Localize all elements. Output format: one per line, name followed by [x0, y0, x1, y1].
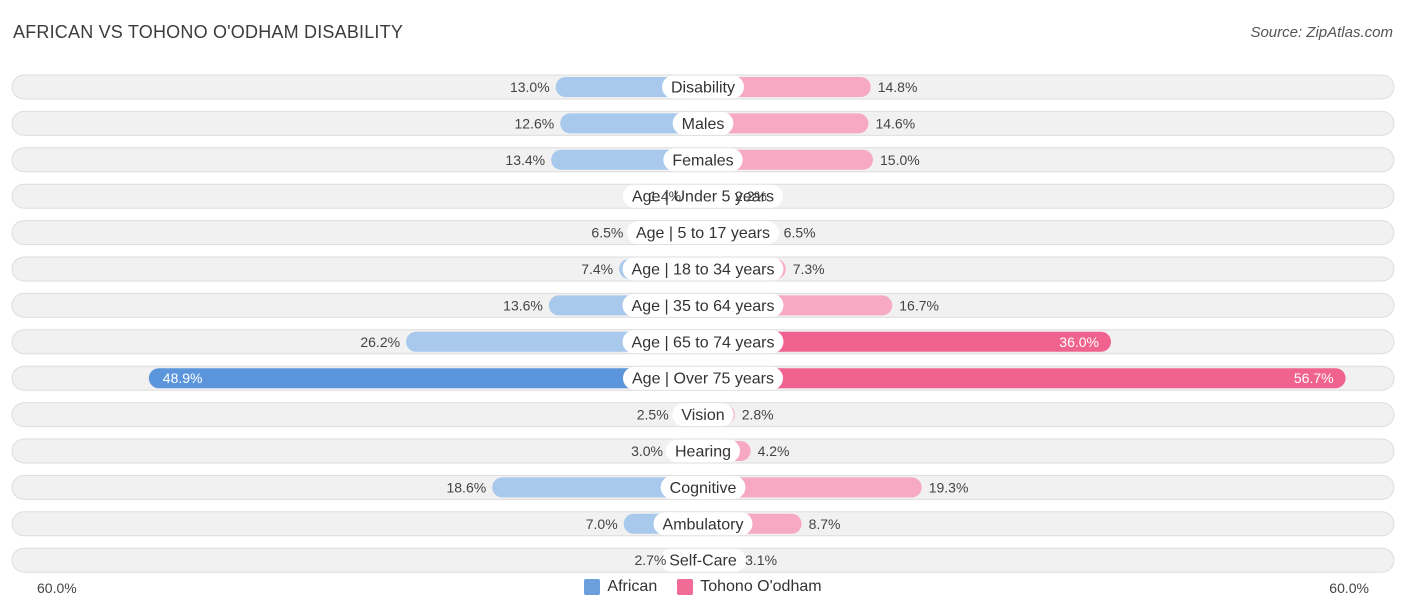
category-label-pill — [622, 330, 784, 354]
category-label: Age | 35 to 64 years — [632, 298, 775, 315]
value-label-tohono: 4.2% — [758, 443, 790, 459]
value-label-tohono: 14.8% — [878, 79, 918, 95]
value-label-tohono: 16.7% — [899, 297, 939, 313]
chart-title: AFRICAN VS TOHONO O'ODHAM DISABILITY — [13, 22, 404, 42]
bar-african — [560, 113, 703, 134]
legend-swatch-african — [584, 579, 601, 595]
value-label-tohono: 6.5% — [784, 225, 816, 241]
category-label: Ambulatory — [663, 516, 744, 533]
category-label-pill — [626, 221, 780, 245]
category-label: Age | Under 5 years — [632, 189, 774, 206]
category-label-pill — [672, 111, 734, 135]
legend-item-tohono: Tohono O'odham — [677, 578, 822, 596]
value-label-african: 7.4% — [581, 261, 613, 277]
bar-tohono — [703, 477, 922, 498]
legend: African Tohono O'odham — [0, 578, 1406, 596]
bar-tohono — [703, 368, 1346, 389]
value-label-african: 13.4% — [505, 152, 545, 168]
category-label-pill — [665, 439, 741, 463]
category-label: Cognitive — [670, 480, 737, 497]
value-label-tohono: 14.6% — [875, 115, 915, 131]
value-label-african: 1.4% — [649, 188, 681, 204]
value-label-tohono: 19.3% — [929, 479, 969, 495]
value-label-african: 7.0% — [586, 516, 618, 532]
category-label-pill — [623, 366, 783, 390]
value-label-tohono: 36.0% — [1059, 334, 1099, 350]
value-label-african: 2.5% — [637, 407, 669, 423]
value-label-tohono: 8.7% — [809, 516, 841, 532]
value-label-african: 13.0% — [510, 79, 550, 95]
bar-tohono — [703, 331, 1111, 352]
category-label-pill — [660, 548, 746, 572]
bar-tohono — [703, 77, 871, 97]
category-label: Females — [672, 152, 733, 169]
bar-african — [148, 368, 704, 389]
category-label: Age | 65 to 74 years — [632, 334, 775, 351]
legend-swatch-tohono — [677, 579, 694, 595]
value-label-african: 6.5% — [591, 225, 623, 241]
category-label: Self-Care — [669, 553, 737, 570]
legend-label-tohono: Tohono O'odham — [700, 578, 822, 595]
category-label-pill — [660, 475, 746, 499]
value-label-african: 3.0% — [631, 443, 663, 459]
category-label-pill — [661, 75, 745, 99]
bar-tohono — [703, 113, 869, 134]
category-label: Disability — [671, 80, 735, 97]
value-label-african: 18.6% — [446, 479, 486, 495]
category-label: Age | Over 75 years — [632, 371, 774, 388]
source-note: Source: ZipAtlas.com — [1250, 24, 1393, 41]
axis-left-label: 60.0% — [37, 580, 77, 596]
category-label-pill — [622, 257, 784, 281]
diverging-bar-chart: Disability 13.0% 14.8% Males 12.6% 14.6% Femal… — [11, 74, 1395, 573]
category-label-pill — [622, 184, 784, 208]
value-label-tohono: 56.7% — [1294, 370, 1334, 386]
category-label-pill — [663, 148, 743, 172]
value-label-tohono: 7.3% — [793, 261, 825, 277]
value-label-tohono: 2.2% — [735, 188, 767, 204]
category-label: Vision — [681, 407, 724, 424]
legend-label-african: African — [607, 578, 658, 595]
legend-item-african: African — [584, 578, 657, 596]
value-label-tohono: 15.0% — [880, 152, 920, 168]
value-label-african: 26.2% — [360, 334, 400, 350]
category-label: Age | 18 to 34 years — [632, 262, 775, 279]
bar-tohono — [703, 149, 873, 170]
category-label: Males — [682, 116, 725, 133]
category-label-pill — [622, 293, 784, 317]
value-label-tohono: 3.1% — [745, 552, 777, 568]
axis-right-label: 60.0% — [1329, 580, 1369, 596]
value-label-tohono: 2.8% — [742, 407, 774, 423]
value-label-african: 12.6% — [514, 115, 554, 131]
bar-african — [492, 477, 703, 498]
value-label-african: 2.7% — [634, 552, 666, 568]
category-label-pill — [653, 512, 753, 536]
category-label-pill — [672, 403, 734, 427]
category-label: Hearing — [675, 444, 731, 461]
value-label-african: 48.9% — [163, 370, 203, 386]
category-label: Age | 5 to 17 years — [636, 225, 770, 242]
value-label-african: 13.6% — [503, 297, 543, 313]
